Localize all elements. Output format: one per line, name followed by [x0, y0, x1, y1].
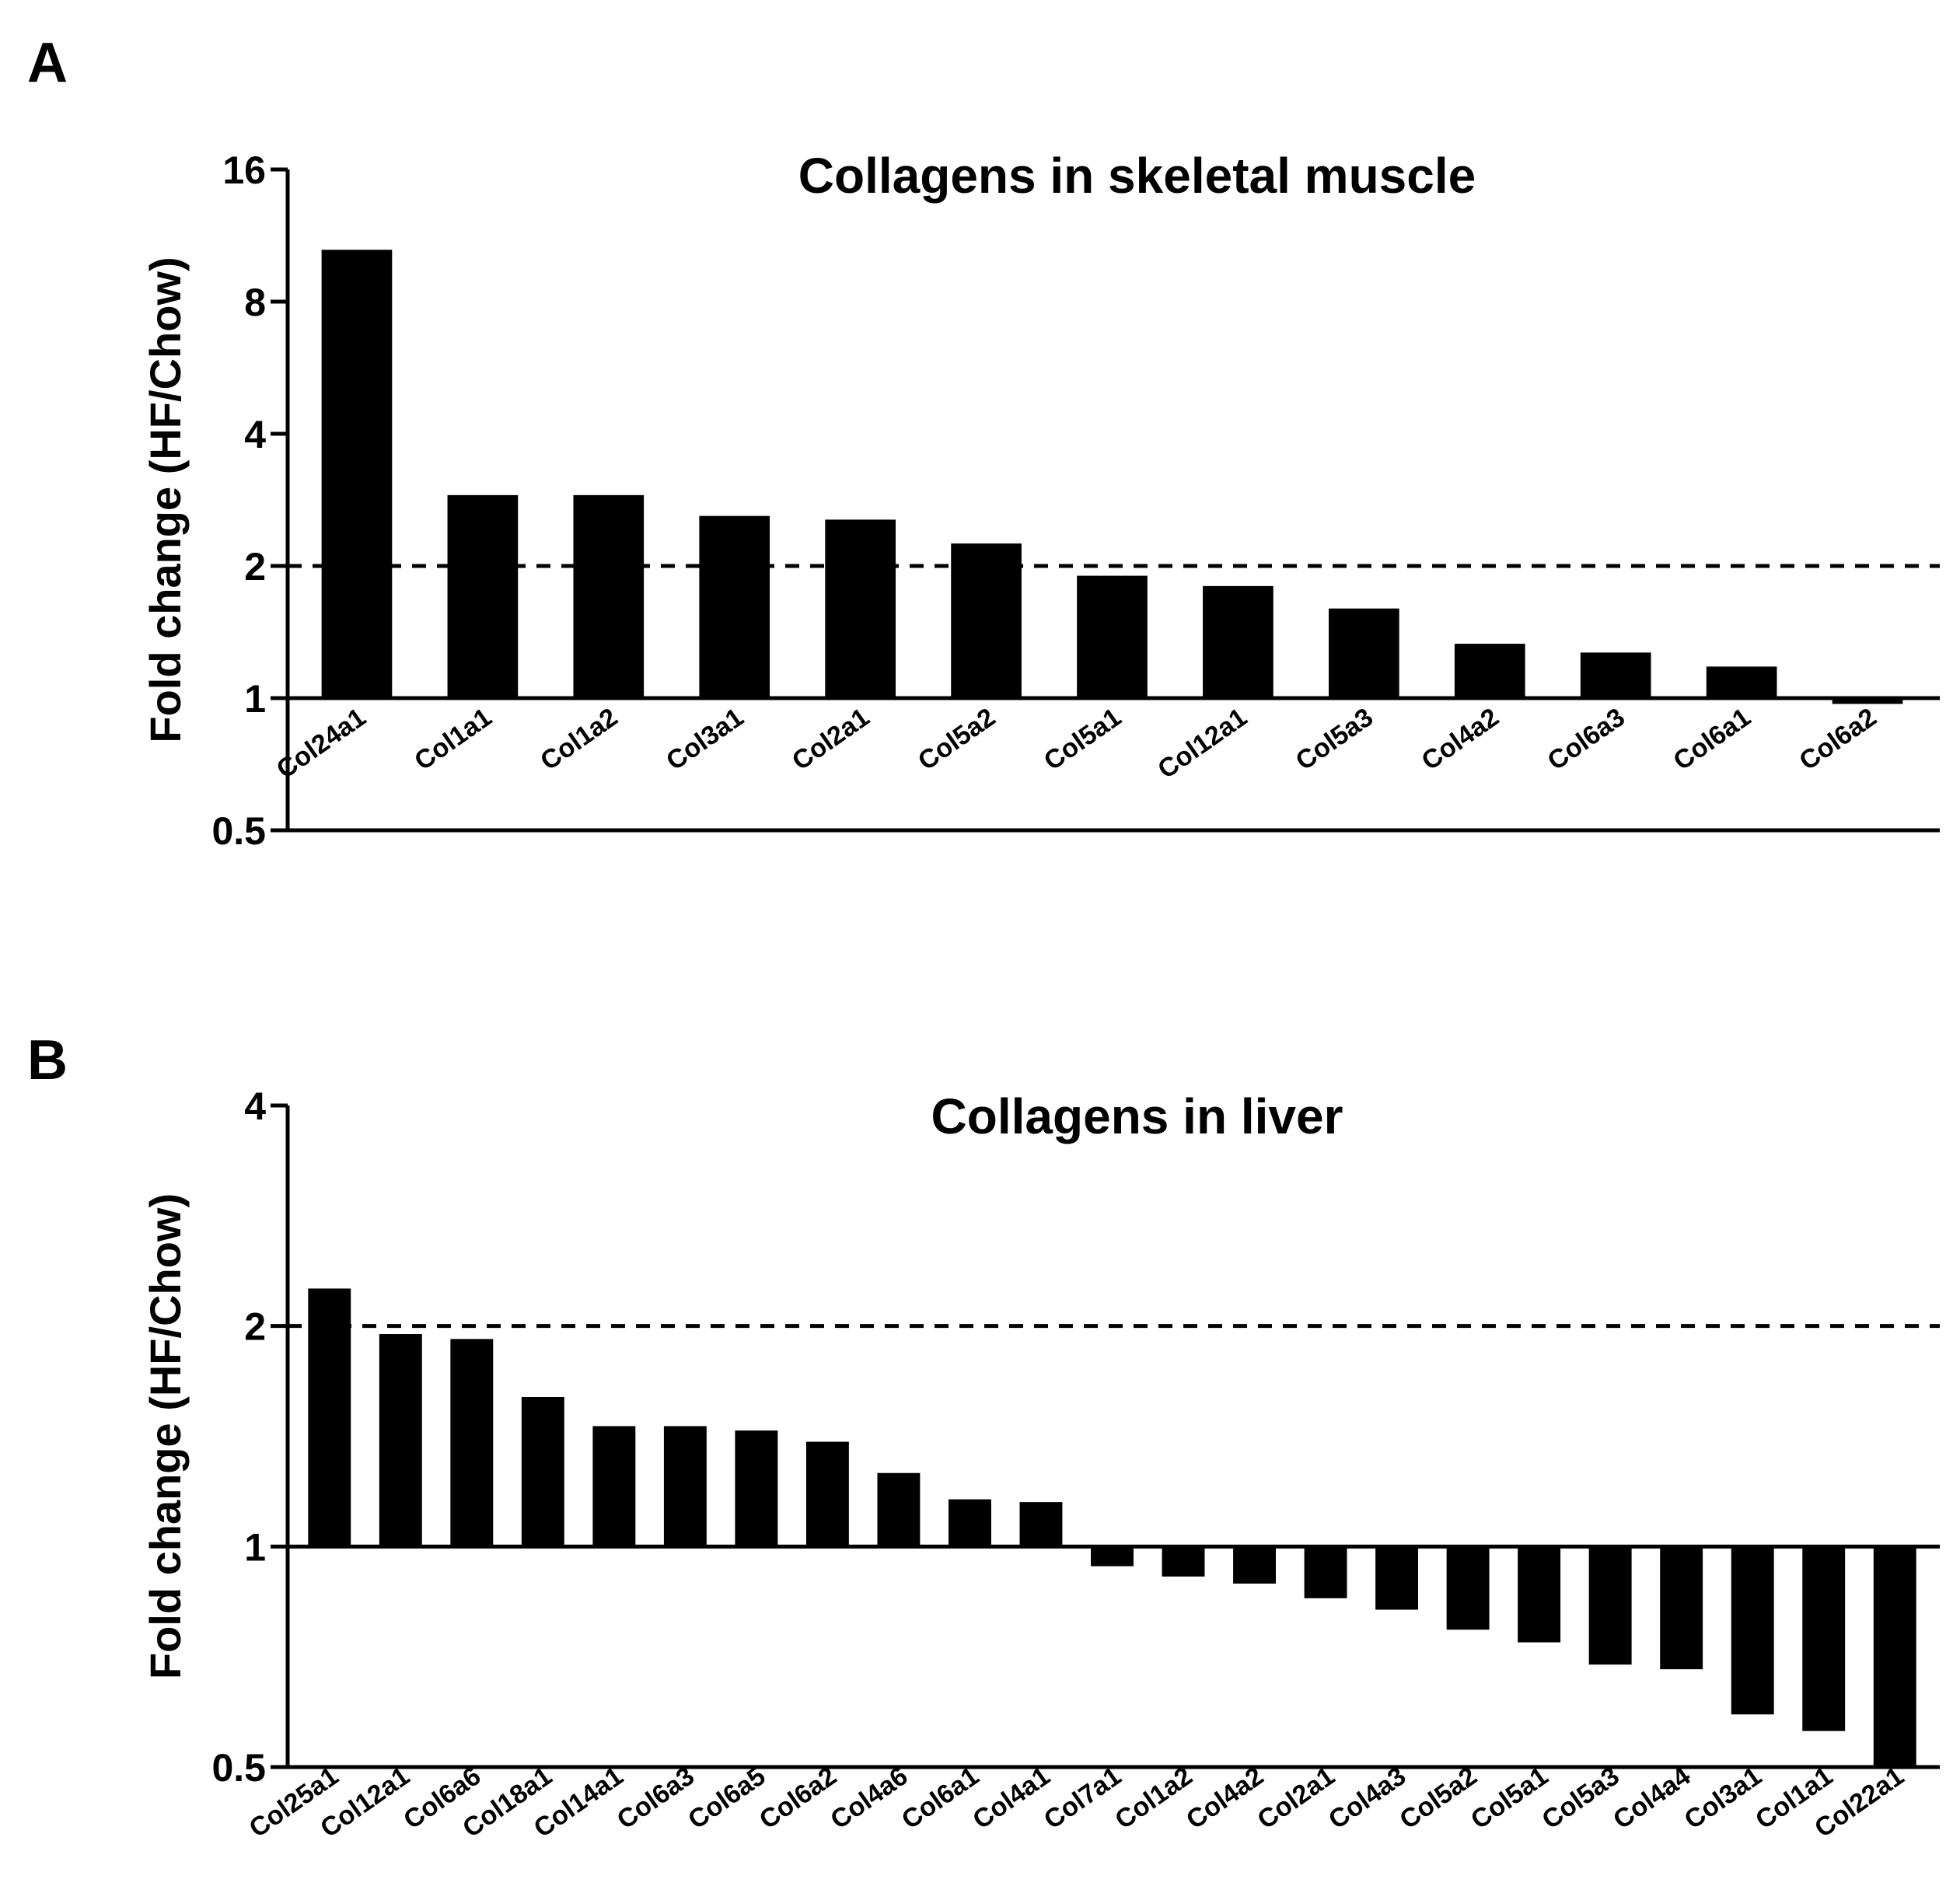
bar-col1a2 — [573, 494, 645, 698]
bar-col6a5 — [735, 1430, 778, 1547]
y-tick-label: 0.5 — [211, 1746, 266, 1790]
y-tick-label: 1 — [244, 677, 266, 721]
x-tick-label: Col6a2 — [754, 1761, 842, 1835]
bar-col5a1 — [1077, 575, 1148, 698]
x-tick-label: Col3a1 — [1679, 1761, 1767, 1835]
y-axis-label: Fold change (HF/Chow) — [141, 257, 190, 742]
bar-col6a6 — [450, 1339, 494, 1547]
bar-col1a2 — [1162, 1546, 1205, 1577]
x-tick-label: Col5a3 — [1537, 1761, 1625, 1835]
bar-col4a6 — [877, 1472, 921, 1547]
bar-col5a1 — [1518, 1546, 1561, 1643]
x-tick-label: Col4a3 — [1323, 1761, 1411, 1835]
bar-col6a2 — [1832, 698, 1903, 704]
x-tick-label: Col5a2 — [1395, 1761, 1483, 1835]
y-tick-label: 8 — [244, 281, 266, 324]
bar-col18a1 — [521, 1396, 564, 1547]
x-tick-label: Col5a1 — [1466, 1761, 1553, 1835]
panel-letter: B — [27, 1029, 68, 1091]
x-tick-label: Col4a1 — [967, 1761, 1055, 1835]
bar-col2a1 — [825, 519, 896, 698]
x-tick-label: Col6a5 — [683, 1761, 770, 1835]
bar-col6a1 — [1706, 666, 1777, 698]
x-tick-label: Col6a1 — [1668, 702, 1756, 776]
x-tick-label: Col4a6 — [825, 1761, 913, 1835]
bar-col4a3 — [1375, 1546, 1419, 1610]
x-tick-label: Col4a2 — [1417, 702, 1504, 776]
y-tick-label: 0.5 — [211, 809, 266, 853]
x-tick-label: Col6a2 — [1794, 702, 1881, 776]
x-tick-label: Col3a1 — [661, 702, 749, 776]
x-tick-label: Col6a3 — [612, 1761, 700, 1835]
chart-title: Collagens in skeletal muscle — [798, 148, 1476, 204]
bar-col12a1 — [1203, 585, 1273, 698]
x-tick-label: Col2a1 — [1253, 1761, 1340, 1835]
bar-col22a1 — [1873, 1546, 1916, 1767]
bar-col2a1 — [1304, 1546, 1347, 1598]
bar-col24a1 — [321, 250, 393, 698]
bar-col6a3 — [1580, 652, 1651, 698]
bar-col6a1 — [949, 1499, 991, 1547]
bar-col5a3 — [1588, 1546, 1632, 1665]
panel-letter: A — [27, 32, 68, 94]
y-axis-label: Fold change (HF/Chow) — [141, 1193, 190, 1679]
bar-col5a2 — [951, 543, 1022, 698]
bar-col1a1 — [447, 494, 519, 698]
x-tick-label: Col1a2 — [1109, 1761, 1197, 1835]
x-tick-label: Col6a1 — [896, 1761, 984, 1835]
y-tick-label: 4 — [244, 413, 266, 456]
x-tick-label: Col2a1 — [787, 702, 875, 776]
bar-col25a1 — [308, 1288, 351, 1547]
panel-b: B Collagens in liver Fold change (HF/Chow)… — [27, 1029, 1940, 1843]
x-tick-label: Col4a4 — [1608, 1761, 1696, 1835]
bar-col6a2 — [805, 1441, 849, 1547]
x-tick-label: Col12a1 — [1152, 702, 1253, 784]
bar-col4a2 — [1233, 1546, 1276, 1584]
y-tick-label: 16 — [222, 148, 266, 192]
bar-col7a1 — [1091, 1546, 1134, 1566]
bar-col5a3 — [1329, 608, 1399, 698]
y-tick-label: 2 — [244, 1305, 266, 1349]
panel-a: A Collagens in skeletal muscle Fold change… — [27, 32, 1940, 853]
y-tick-label: 4 — [244, 1084, 266, 1128]
chart-title: Collagens in liver — [931, 1088, 1343, 1144]
x-tick-label: Col5a3 — [1291, 702, 1378, 776]
y-tick-label: 1 — [244, 1525, 266, 1569]
bar-col6a3 — [663, 1426, 707, 1547]
x-tick-label: Col5a2 — [913, 702, 1001, 776]
x-tick-label: Col1a2 — [535, 702, 623, 776]
bar-col4a2 — [1454, 644, 1525, 698]
bar-col4a4 — [1660, 1546, 1703, 1670]
bar-col3a1 — [1731, 1546, 1774, 1715]
x-tick-label: Col4a2 — [1181, 1761, 1269, 1835]
bar-col1a1 — [1802, 1546, 1846, 1731]
bar-col4a1 — [1019, 1502, 1063, 1547]
bar-col5a2 — [1446, 1546, 1490, 1630]
x-tick-label: Col7a1 — [1039, 1761, 1127, 1835]
bar-col14a1 — [592, 1426, 636, 1547]
x-tick-label: Col5a1 — [1039, 702, 1127, 776]
bar-col12a1 — [379, 1334, 422, 1547]
x-tick-label: Col1a1 — [409, 702, 497, 776]
bar-col3a1 — [699, 515, 770, 698]
x-tick-label: Col6a3 — [1542, 702, 1630, 776]
y-tick-label: 2 — [244, 545, 266, 589]
